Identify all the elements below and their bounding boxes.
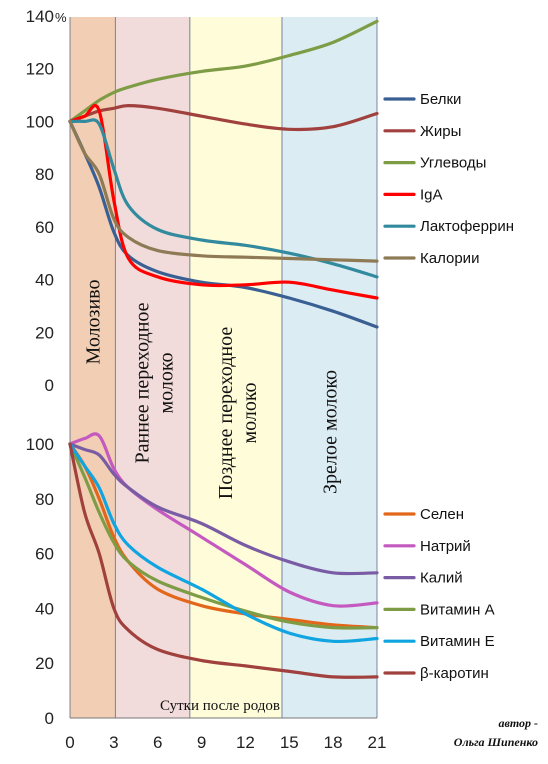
phase-band-3 bbox=[189, 17, 282, 718]
phase-label-2: Раннее переходное молоко bbox=[132, 302, 178, 463]
x-tick-labels: 0 3 6 9 12 15 18 21 bbox=[65, 733, 386, 752]
series-1-4-line bbox=[68, 442, 379, 644]
series-0-0-legend-label: Белки bbox=[420, 91, 461, 108]
y-tick-label: 20 bbox=[35, 323, 54, 342]
series-1-4-legend-label: Витамин Е bbox=[420, 633, 495, 650]
series-1-0-line bbox=[68, 442, 379, 630]
x-axis-label: Сутки после родов bbox=[160, 698, 280, 714]
phase-band-4 bbox=[281, 17, 377, 718]
y-tick-label: 60 bbox=[35, 218, 54, 237]
y-tick-label: 0 bbox=[45, 709, 54, 728]
series-1-1-line bbox=[68, 432, 379, 608]
series-0-5-line bbox=[68, 119, 379, 263]
x-tick-label: 6 bbox=[153, 733, 162, 752]
series-1-2-line bbox=[68, 442, 379, 576]
author-line-2: Ольга Шипенко bbox=[454, 735, 538, 749]
y-tick-labels: 140 % 120 100 80 60 40 20 0 100 80 60 40 20 0 bbox=[26, 7, 67, 728]
series-0-3-legend-label: IgA bbox=[420, 186, 443, 203]
series-1-5-legend-label: β-каротин bbox=[420, 665, 489, 682]
author-line-1: автор - bbox=[498, 716, 538, 730]
y-tick-label: 100 bbox=[26, 435, 54, 454]
y-tick-label: 80 bbox=[35, 165, 54, 184]
y-tick-label: 80 bbox=[35, 490, 54, 509]
series-lines bbox=[68, 19, 379, 679]
phase-bands bbox=[69, 17, 378, 719]
series-1-5-line bbox=[68, 442, 379, 679]
series-0-4-legend-label: Лактоферрин bbox=[420, 218, 514, 235]
y-tick-label: 140 bbox=[26, 7, 54, 26]
y-tick-label: 40 bbox=[35, 271, 54, 290]
series-0-1-legend-label: Жиры bbox=[420, 123, 461, 140]
legend: Белки Жиры Углеводы IgA Лактоферрин Калории Се… bbox=[383, 91, 514, 682]
series-0-3-line bbox=[68, 103, 379, 300]
x-tick-label: 15 bbox=[280, 733, 299, 752]
series-0-4-line bbox=[68, 118, 379, 279]
phase-band-1 bbox=[70, 17, 116, 718]
series-1-1-legend-label: Натрий bbox=[420, 538, 471, 555]
y-tick-label: 100 bbox=[26, 112, 54, 131]
y-tick-label: 0 bbox=[45, 376, 54, 395]
y-tick-label: 60 bbox=[35, 545, 54, 564]
series-0-1-line bbox=[68, 104, 379, 132]
x-tick-label: 21 bbox=[368, 733, 387, 752]
series-0-5-legend-label: Калории bbox=[420, 250, 479, 267]
series-1-2-legend-label: Калий bbox=[420, 570, 463, 587]
y-tick-label: 40 bbox=[35, 599, 54, 618]
phase-labels: Молозиво Раннее переходное молоко Позднее п… bbox=[83, 280, 342, 500]
phase-label-4: Зрелое молоко bbox=[319, 370, 341, 494]
series-0-2-legend-label: Углеводы bbox=[420, 155, 486, 172]
series-1-3-legend-label: Витамин А bbox=[420, 601, 495, 618]
x-tick-label: 9 bbox=[197, 733, 206, 752]
series-0-0-line bbox=[68, 119, 379, 329]
phase-label-1: Молозиво bbox=[83, 280, 105, 365]
phase-label-3: Позднее переходное молоко bbox=[215, 327, 261, 500]
x-tick-label: 12 bbox=[236, 733, 255, 752]
series-1-0-legend-label: Селен bbox=[420, 506, 464, 523]
x-tick-label: 18 bbox=[324, 733, 343, 752]
series-0-2-line bbox=[68, 19, 379, 123]
x-tick-label: 0 bbox=[65, 733, 74, 752]
y-tick-label: 120 bbox=[26, 60, 54, 79]
y-tick-unit: % bbox=[55, 10, 67, 25]
y-tick-label: 20 bbox=[35, 654, 54, 673]
series-1-3-line bbox=[68, 442, 379, 630]
phase-band-2 bbox=[115, 17, 190, 718]
x-tick-label: 3 bbox=[109, 733, 118, 752]
